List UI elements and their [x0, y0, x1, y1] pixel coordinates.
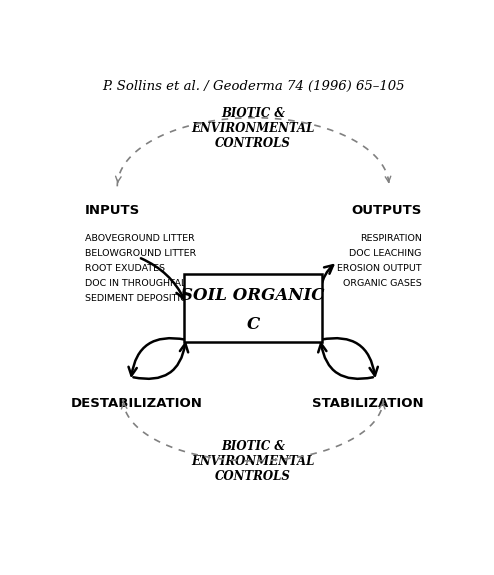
Bar	[184, 274, 322, 342]
Text: C: C	[247, 316, 260, 333]
Text: SOIL ORGANIC: SOIL ORGANIC	[181, 287, 325, 304]
Text: EROSION OUTPUT: EROSION OUTPUT	[337, 264, 421, 273]
Text: BIOTIC &
ENVIRONMENTAL
CONTROLS: BIOTIC & ENVIRONMENTAL CONTROLS	[192, 106, 315, 150]
Text: SEDIMENT DEPOSITION: SEDIMENT DEPOSITION	[85, 294, 194, 304]
Text: ROOT EXUDATES: ROOT EXUDATES	[85, 264, 165, 273]
Text: INPUTS: INPUTS	[85, 204, 140, 217]
Text: ORGANIC GASES: ORGANIC GASES	[343, 279, 421, 288]
Text: BIOTIC &
ENVIRONMENTAL
CONTROLS: BIOTIC & ENVIRONMENTAL CONTROLS	[192, 440, 315, 483]
Text: OUTPUTS: OUTPUTS	[351, 204, 421, 217]
Text: BELOWGROUND LITTER: BELOWGROUND LITTER	[85, 249, 196, 258]
Text: P. Sollins et al. / Geoderma 74 (1996) 65–105: P. Sollins et al. / Geoderma 74 (1996) 6…	[102, 80, 405, 93]
Text: RESPIRATION: RESPIRATION	[360, 234, 421, 243]
Text: DOC LEACHING: DOC LEACHING	[349, 249, 421, 258]
Text: DESTABILIZATION: DESTABILIZATION	[71, 397, 203, 410]
Text: STABILIZATION: STABILIZATION	[312, 397, 424, 410]
Text: DOC IN THROUGHFALL: DOC IN THROUGHFALL	[85, 279, 191, 288]
Text: ABOVEGROUND LITTER: ABOVEGROUND LITTER	[85, 234, 195, 243]
